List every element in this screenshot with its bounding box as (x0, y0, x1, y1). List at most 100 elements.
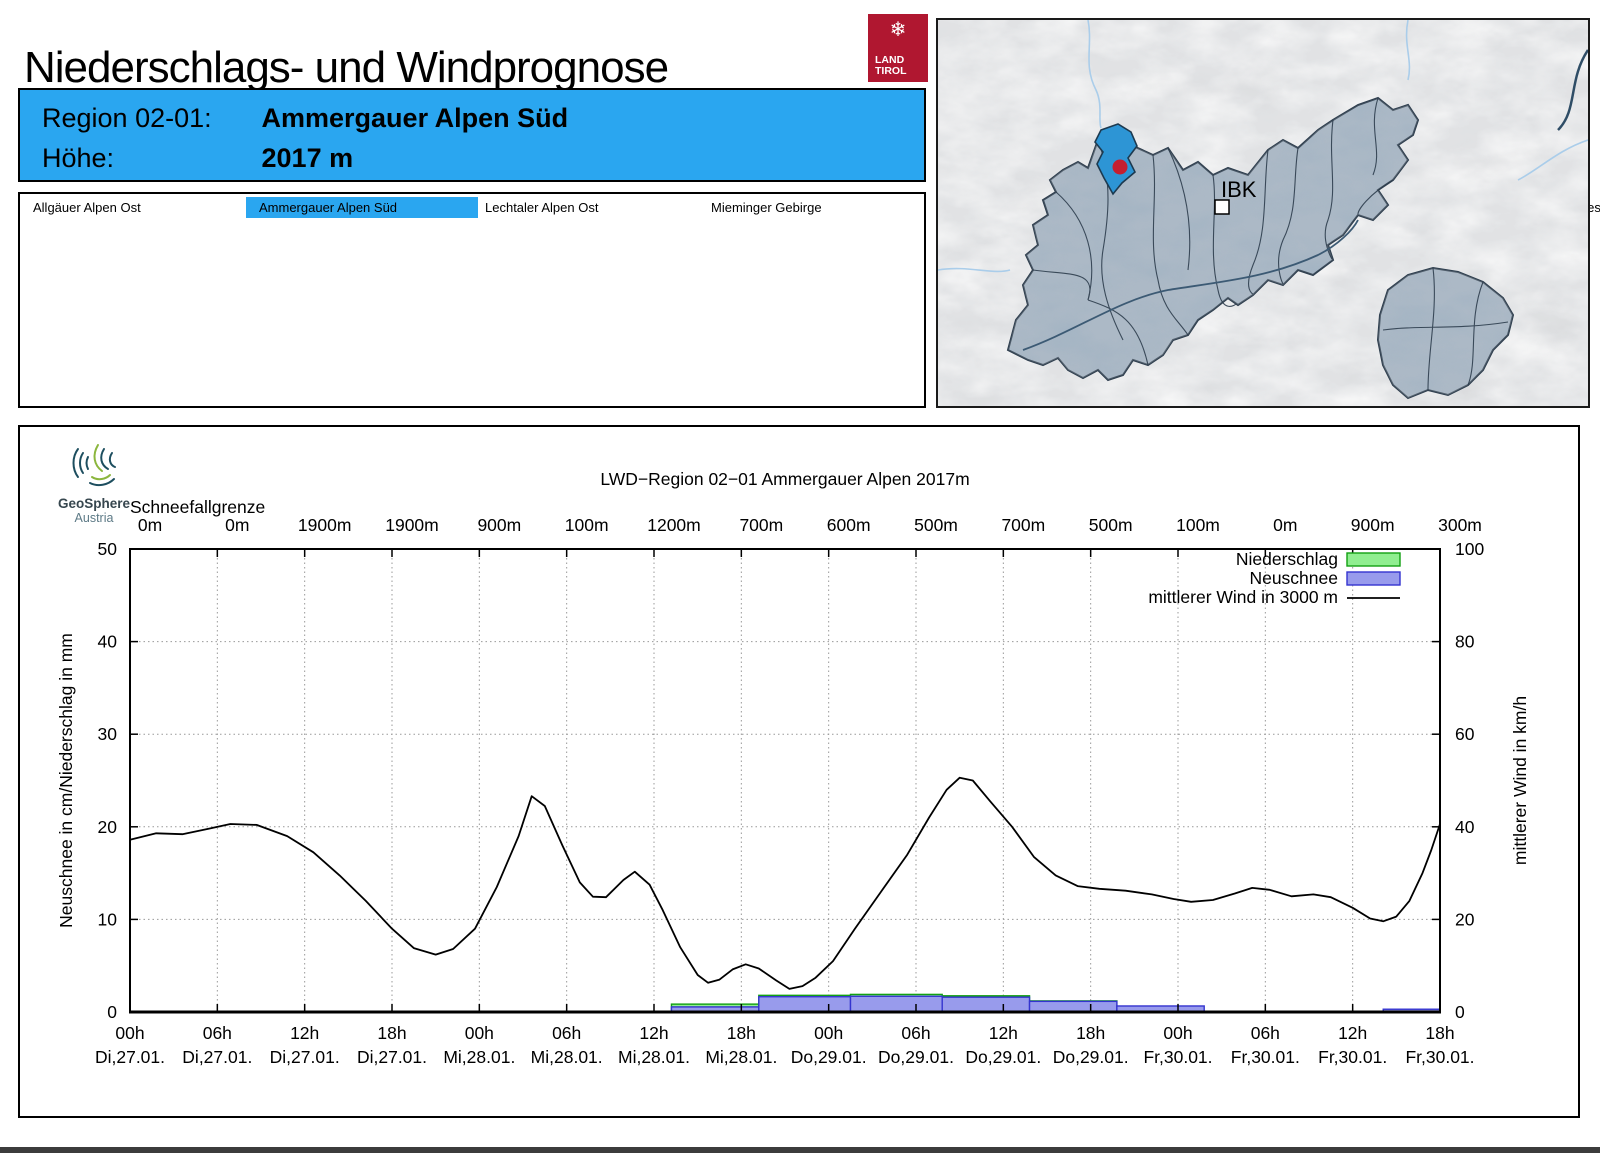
axis-ticks (129, 548, 1441, 1013)
snowflake-icon: ❄ (889, 19, 907, 41)
x-tick-day: Do,29.01. (878, 1047, 954, 1067)
x-tick-hour: 18h (377, 1023, 406, 1043)
forecast-chart-panel: GeoSphere Austria LWD−Region 02−01 Ammer… (18, 425, 1580, 1118)
x-tick-day: Di,27.01. (270, 1047, 340, 1067)
region-list-item[interactable]: Allgäuer Alpen Ost (33, 200, 141, 215)
region-label: Region 02-01: (42, 103, 212, 133)
neuschnee-bar (849, 995, 943, 1013)
region-header: Region 02-01: Ammergauer Alpen Süd Höhe:… (18, 88, 926, 182)
neuschnee-bar (941, 996, 1031, 1013)
x-tick-day: Fr,30.01. (1231, 1047, 1300, 1067)
land-tirol-logo-text: LAND TIROL (875, 54, 907, 77)
snowline-value: 700m (1001, 515, 1045, 535)
x-tick-day: Do,29.01. (965, 1047, 1041, 1067)
y-right-tick-labels: 0 20 40 60 80 100 (1455, 539, 1484, 1022)
region-value: Ammergauer Alpen Süd (261, 103, 569, 133)
y-right-tick: 0 (1455, 1002, 1465, 1022)
x-tick-day: Mi,28.01. (618, 1047, 690, 1067)
x-tick-hour: 06h (203, 1023, 232, 1043)
x-tick-hour: 06h (1251, 1023, 1280, 1043)
region-list-item[interactable]: Mieminger Gebirge (711, 200, 822, 215)
wind-line (129, 776, 1441, 990)
legend-swatch (1346, 571, 1401, 586)
map-svg: IBK (937, 19, 1590, 406)
x-tick-hour: 12h (1338, 1023, 1367, 1043)
snowline-values: 0m 0m 1900m 1900m 900m 100m 1200m 700m 600m 500m 7… (138, 515, 1482, 535)
x-tick-day: Do,29.01. (1053, 1047, 1129, 1067)
map-selected-region-dot (1112, 159, 1128, 175)
snowline-value: 0m (225, 515, 249, 535)
geosphere-country: Austria (74, 511, 114, 525)
x-tick-day: Mi,28.01. (531, 1047, 603, 1067)
region-list-item[interactable]: Lechtaler Alpen Ost (485, 200, 599, 215)
chart-title: LWD−Region 02−01 Ammergauer Alpen 2017m (600, 469, 969, 489)
legend-label: Neuschnee (1249, 568, 1338, 588)
x-tick-hour: 06h (552, 1023, 581, 1043)
map-inn-valley (1022, 219, 1359, 351)
x-tick-day: Di,27.01. (182, 1047, 252, 1067)
snowline-value: 700m (739, 515, 783, 535)
x-tick-hour: 12h (989, 1023, 1018, 1043)
snowline-value: 100m (1176, 515, 1220, 535)
x-tick-hour: 00h (814, 1023, 843, 1043)
snowline-value: 600m (827, 515, 871, 535)
x-tick-hour: 00h (465, 1023, 494, 1043)
x-tick-day: Di,27.01. (95, 1047, 165, 1067)
x-tick-day: Mi,28.01. (705, 1047, 777, 1067)
hoehe-value: 2017 m (261, 143, 354, 173)
x-tick-labels: 00h Di,27.01. 06h Di,27.01. 12h Di,27.01. 18h D… (95, 1023, 1475, 1067)
x-tick-day: Fr,30.01. (1405, 1047, 1474, 1067)
plot-border (129, 548, 1441, 1013)
region-list: Allgäuer Alpen Ost Ammergauer Alpen Süd Le… (18, 192, 1600, 408)
x-tick-hour: 12h (290, 1023, 319, 1043)
map-rivers (937, 19, 1590, 273)
map-city-label: IBK (1221, 177, 1257, 202)
legend-swatch (1346, 552, 1401, 567)
y-left-axis-title: Neuschnee in cm/Niederschlag in mm (56, 633, 76, 928)
y-left-tick: 0 (107, 1002, 117, 1022)
tirol-region-map[interactable]: IBK (936, 18, 1590, 408)
geosphere-logo: GeoSphere Austria (46, 441, 142, 525)
x-tick-hour: 00h (115, 1023, 144, 1043)
x-tick-hour: 00h (1163, 1023, 1192, 1043)
y-left-tick: 10 (98, 909, 118, 929)
y-left-tick: 40 (98, 632, 118, 652)
snowline-value: 900m (477, 515, 521, 535)
x-tick-hour: 06h (901, 1023, 930, 1043)
y-right-tick: 20 (1455, 909, 1475, 929)
map-city-marker: IBK (1214, 177, 1257, 215)
region-list-item[interactable]: Ammergauer Alpen Süd (246, 197, 478, 219)
x-tick-hour: 18h (1076, 1023, 1105, 1043)
page-title: Niederschlags- und Windprognose (24, 43, 669, 93)
map-selected-region[interactable] (1094, 123, 1138, 196)
x-tick-hour: 18h (1425, 1023, 1454, 1043)
land-tirol-logo: ❄ LAND TIROL (868, 14, 928, 82)
legend-label: mittlerer Wind in 3000 m (1148, 587, 1338, 607)
geosphere-swirl-icon (72, 444, 116, 487)
y-left-tick-labels: 0 10 20 30 40 50 (98, 539, 118, 1022)
snowline-value: 900m (1351, 515, 1395, 535)
snowline-value: 300m (1438, 515, 1482, 535)
y-right-tick: 80 (1455, 632, 1475, 652)
snowline-value: 100m (565, 515, 609, 535)
neuschnee-bars (670, 995, 1441, 1013)
x-tick-day: Mi,28.01. (443, 1047, 515, 1067)
y-left-tick: 30 (98, 724, 118, 744)
y-right-tick: 100 (1455, 539, 1484, 559)
y-right-axis-title: mittlerer Wind in km/h (1510, 696, 1530, 865)
x-tick-hour: 18h (727, 1023, 756, 1043)
neuschnee-bar (758, 996, 852, 1013)
snowline-heading: Schneefallgrenze (130, 497, 265, 517)
snowline-value: 500m (914, 515, 958, 535)
snowline-value: 0m (138, 515, 162, 535)
y-right-tick: 40 (1455, 817, 1475, 837)
x-tick-day: Di,27.01. (357, 1047, 427, 1067)
window-bottom-edge (0, 1147, 1600, 1153)
x-tick-day: Fr,30.01. (1318, 1047, 1387, 1067)
neuschnee-bar (1028, 1000, 1118, 1013)
snowline-value: 0m (1273, 515, 1297, 535)
y-right-tick: 60 (1455, 724, 1475, 744)
geosphere-name: GeoSphere (57, 496, 131, 511)
snowline-value: 1900m (385, 515, 439, 535)
